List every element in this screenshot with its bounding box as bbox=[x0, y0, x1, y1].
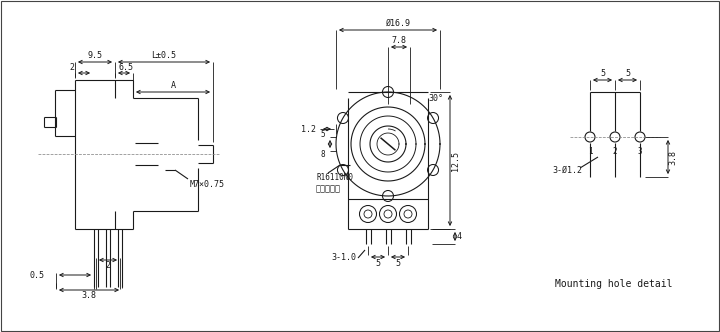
Text: 9.5: 9.5 bbox=[88, 50, 102, 59]
Text: 2: 2 bbox=[106, 262, 110, 271]
Text: 3.8: 3.8 bbox=[81, 291, 96, 300]
Text: 30°: 30° bbox=[428, 94, 444, 103]
Text: 12.5: 12.5 bbox=[451, 150, 459, 171]
Text: 5: 5 bbox=[376, 260, 380, 269]
Text: 2: 2 bbox=[69, 62, 74, 71]
Text: 6.5: 6.5 bbox=[119, 62, 133, 71]
Text: M7×0.75: M7×0.75 bbox=[190, 180, 225, 189]
Text: 5: 5 bbox=[600, 68, 605, 77]
Text: 0.5: 0.5 bbox=[29, 271, 44, 280]
Text: A: A bbox=[171, 80, 176, 90]
Text: 无此定位贵: 无此定位贵 bbox=[316, 185, 341, 194]
Text: 2: 2 bbox=[613, 146, 617, 155]
Text: 3-1.0: 3-1.0 bbox=[331, 254, 356, 263]
Text: 5: 5 bbox=[320, 129, 325, 138]
Text: 5: 5 bbox=[625, 68, 630, 77]
Text: 7.8: 7.8 bbox=[392, 36, 407, 44]
Text: 1.2: 1.2 bbox=[301, 124, 316, 133]
Text: 3.8: 3.8 bbox=[668, 149, 678, 164]
Text: 3-Ø1.2: 3-Ø1.2 bbox=[552, 165, 582, 175]
Text: Ø16.9: Ø16.9 bbox=[385, 19, 410, 28]
Text: 3: 3 bbox=[638, 146, 642, 155]
Text: 1: 1 bbox=[588, 146, 593, 155]
Text: 8: 8 bbox=[320, 149, 325, 158]
Text: L±0.5: L±0.5 bbox=[151, 50, 176, 59]
Text: Mounting hole detail: Mounting hole detail bbox=[555, 279, 672, 289]
Text: 5: 5 bbox=[395, 260, 400, 269]
Text: R16110N0: R16110N0 bbox=[316, 173, 353, 182]
Text: 4: 4 bbox=[456, 232, 462, 241]
